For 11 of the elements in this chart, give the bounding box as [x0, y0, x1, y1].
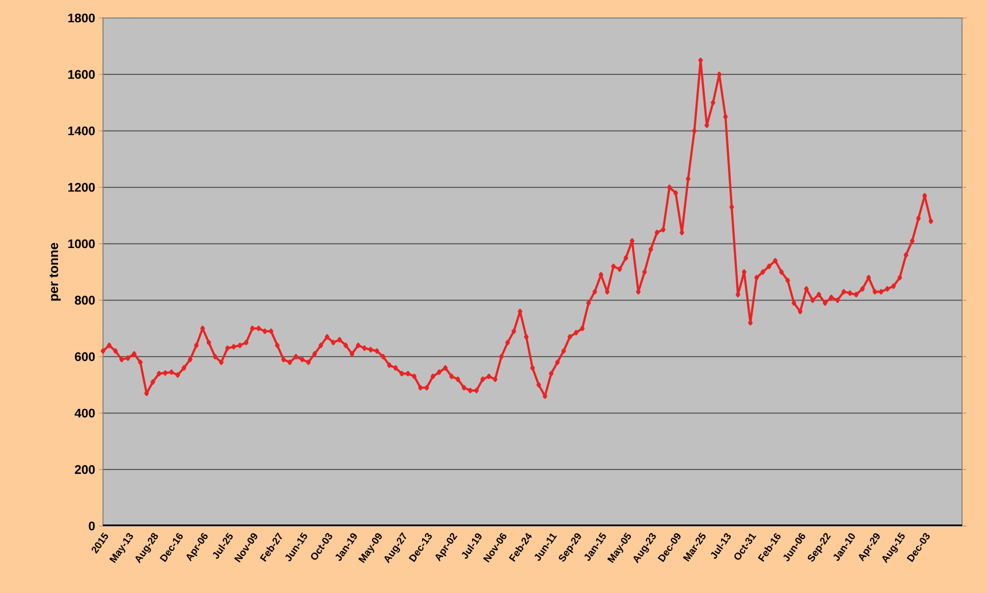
- y-tick-label: 1800: [68, 14, 95, 22]
- y-axis-title: per tonne: [50, 242, 61, 301]
- y-tick-label: 1200: [68, 182, 95, 192]
- y-tick-label: 1400: [68, 126, 95, 136]
- y-tick-label: 1000: [68, 239, 95, 248]
- y-tick-label: 600: [74, 352, 95, 362]
- y-tick-label: 1600: [68, 70, 95, 79]
- y-tick-label: 0: [88, 522, 95, 530]
- y-tick-label: 800: [74, 296, 95, 305]
- y-tick-label: 200: [74, 465, 95, 474]
- y-tick-label: 400: [74, 408, 95, 418]
